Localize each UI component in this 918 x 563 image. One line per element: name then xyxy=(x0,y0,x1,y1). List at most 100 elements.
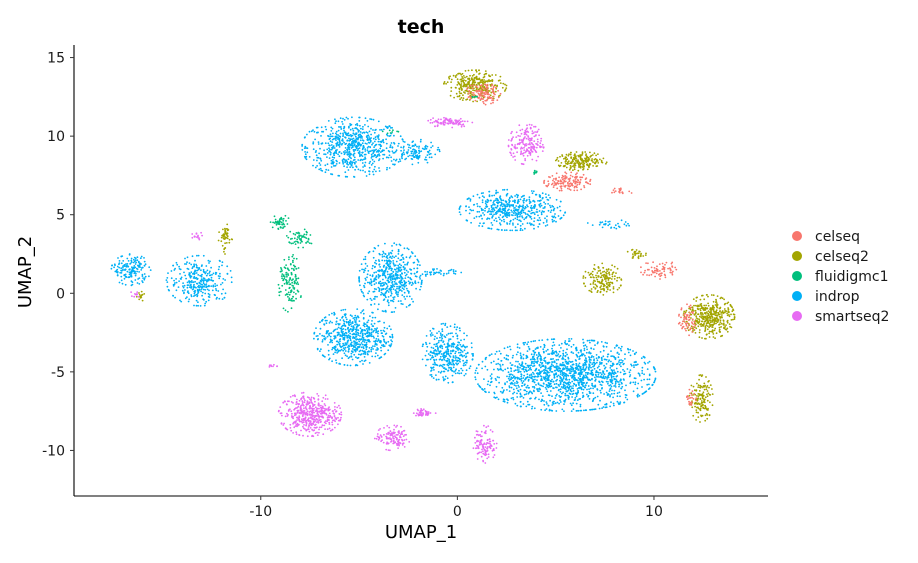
data-point xyxy=(331,312,333,315)
data-point xyxy=(387,291,390,293)
data-point xyxy=(540,204,543,207)
data-point xyxy=(357,138,359,141)
data-point xyxy=(496,396,498,399)
data-point xyxy=(135,272,137,275)
data-point xyxy=(337,144,340,147)
data-point xyxy=(541,398,543,401)
data-point xyxy=(572,370,574,372)
data-point xyxy=(184,297,187,300)
data-point xyxy=(336,331,339,334)
data-point xyxy=(134,279,137,281)
data-point xyxy=(430,346,433,349)
data-point xyxy=(444,378,446,381)
data-point xyxy=(616,392,619,395)
data-point xyxy=(342,342,344,345)
data-point xyxy=(450,86,453,89)
data-point xyxy=(313,332,316,335)
data-point xyxy=(574,359,577,361)
data-point xyxy=(348,140,351,142)
data-point xyxy=(524,383,526,386)
data-point xyxy=(490,199,492,202)
data-point xyxy=(453,323,456,326)
data-point xyxy=(395,276,398,279)
data-point xyxy=(541,210,544,213)
data-point xyxy=(368,290,371,293)
data-point xyxy=(570,351,573,354)
data-point xyxy=(381,285,384,287)
data-point xyxy=(495,363,498,365)
data-point xyxy=(121,282,124,285)
data-point xyxy=(525,393,528,395)
data-point xyxy=(517,194,519,197)
data-point xyxy=(498,381,500,384)
data-point xyxy=(511,382,514,385)
data-point xyxy=(496,212,498,215)
data-point xyxy=(516,369,519,371)
data-point xyxy=(549,196,551,199)
data-point xyxy=(566,394,568,397)
data-point xyxy=(196,294,199,296)
data-point xyxy=(552,387,555,390)
data-point xyxy=(350,325,353,328)
data-point xyxy=(410,269,412,271)
data-point xyxy=(437,271,440,274)
data-point xyxy=(359,353,362,356)
data-point xyxy=(615,227,618,230)
data-point xyxy=(372,265,374,267)
data-point xyxy=(391,340,393,343)
data-point xyxy=(330,144,333,146)
data-point xyxy=(421,147,424,150)
data-point xyxy=(304,153,307,156)
data-point xyxy=(452,366,455,369)
data-point xyxy=(529,222,531,225)
data-point xyxy=(555,220,557,223)
data-point xyxy=(336,340,339,343)
data-point xyxy=(331,156,334,159)
data-point xyxy=(534,360,536,363)
data-point xyxy=(531,375,534,378)
data-point xyxy=(398,158,401,161)
data-point xyxy=(530,368,532,371)
data-point xyxy=(349,162,351,165)
data-point xyxy=(347,321,350,324)
data-point xyxy=(312,129,314,132)
data-point xyxy=(549,369,551,371)
data-point xyxy=(377,348,379,350)
data-point xyxy=(214,285,217,288)
data-point xyxy=(438,148,441,151)
data-point xyxy=(407,271,409,273)
data-point xyxy=(361,155,364,158)
data-point xyxy=(401,154,404,157)
data-point xyxy=(370,127,372,130)
data-point xyxy=(326,163,329,166)
data-point xyxy=(337,350,340,353)
data-point xyxy=(411,163,414,166)
data-point xyxy=(528,391,530,394)
data-point xyxy=(486,383,489,386)
data-point xyxy=(455,345,458,348)
data-point xyxy=(428,153,431,156)
data-point xyxy=(464,373,467,375)
data-point xyxy=(499,75,502,78)
data-point xyxy=(338,146,341,148)
data-point xyxy=(174,296,177,299)
data-point xyxy=(502,369,504,372)
data-point xyxy=(527,341,530,343)
data-point xyxy=(355,318,358,320)
data-point xyxy=(454,352,457,355)
data-point xyxy=(605,363,608,365)
data-point xyxy=(360,288,362,291)
data-point xyxy=(188,274,191,276)
data-point xyxy=(351,358,354,361)
data-point xyxy=(648,383,650,386)
data-point xyxy=(355,331,357,333)
data-point xyxy=(318,168,321,171)
data-point xyxy=(339,319,342,321)
data-point xyxy=(503,218,505,221)
data-point xyxy=(493,392,496,395)
data-point xyxy=(431,355,434,357)
data-point xyxy=(458,211,461,214)
data-point xyxy=(458,351,460,354)
data-point xyxy=(537,383,540,386)
data-point xyxy=(143,260,146,263)
